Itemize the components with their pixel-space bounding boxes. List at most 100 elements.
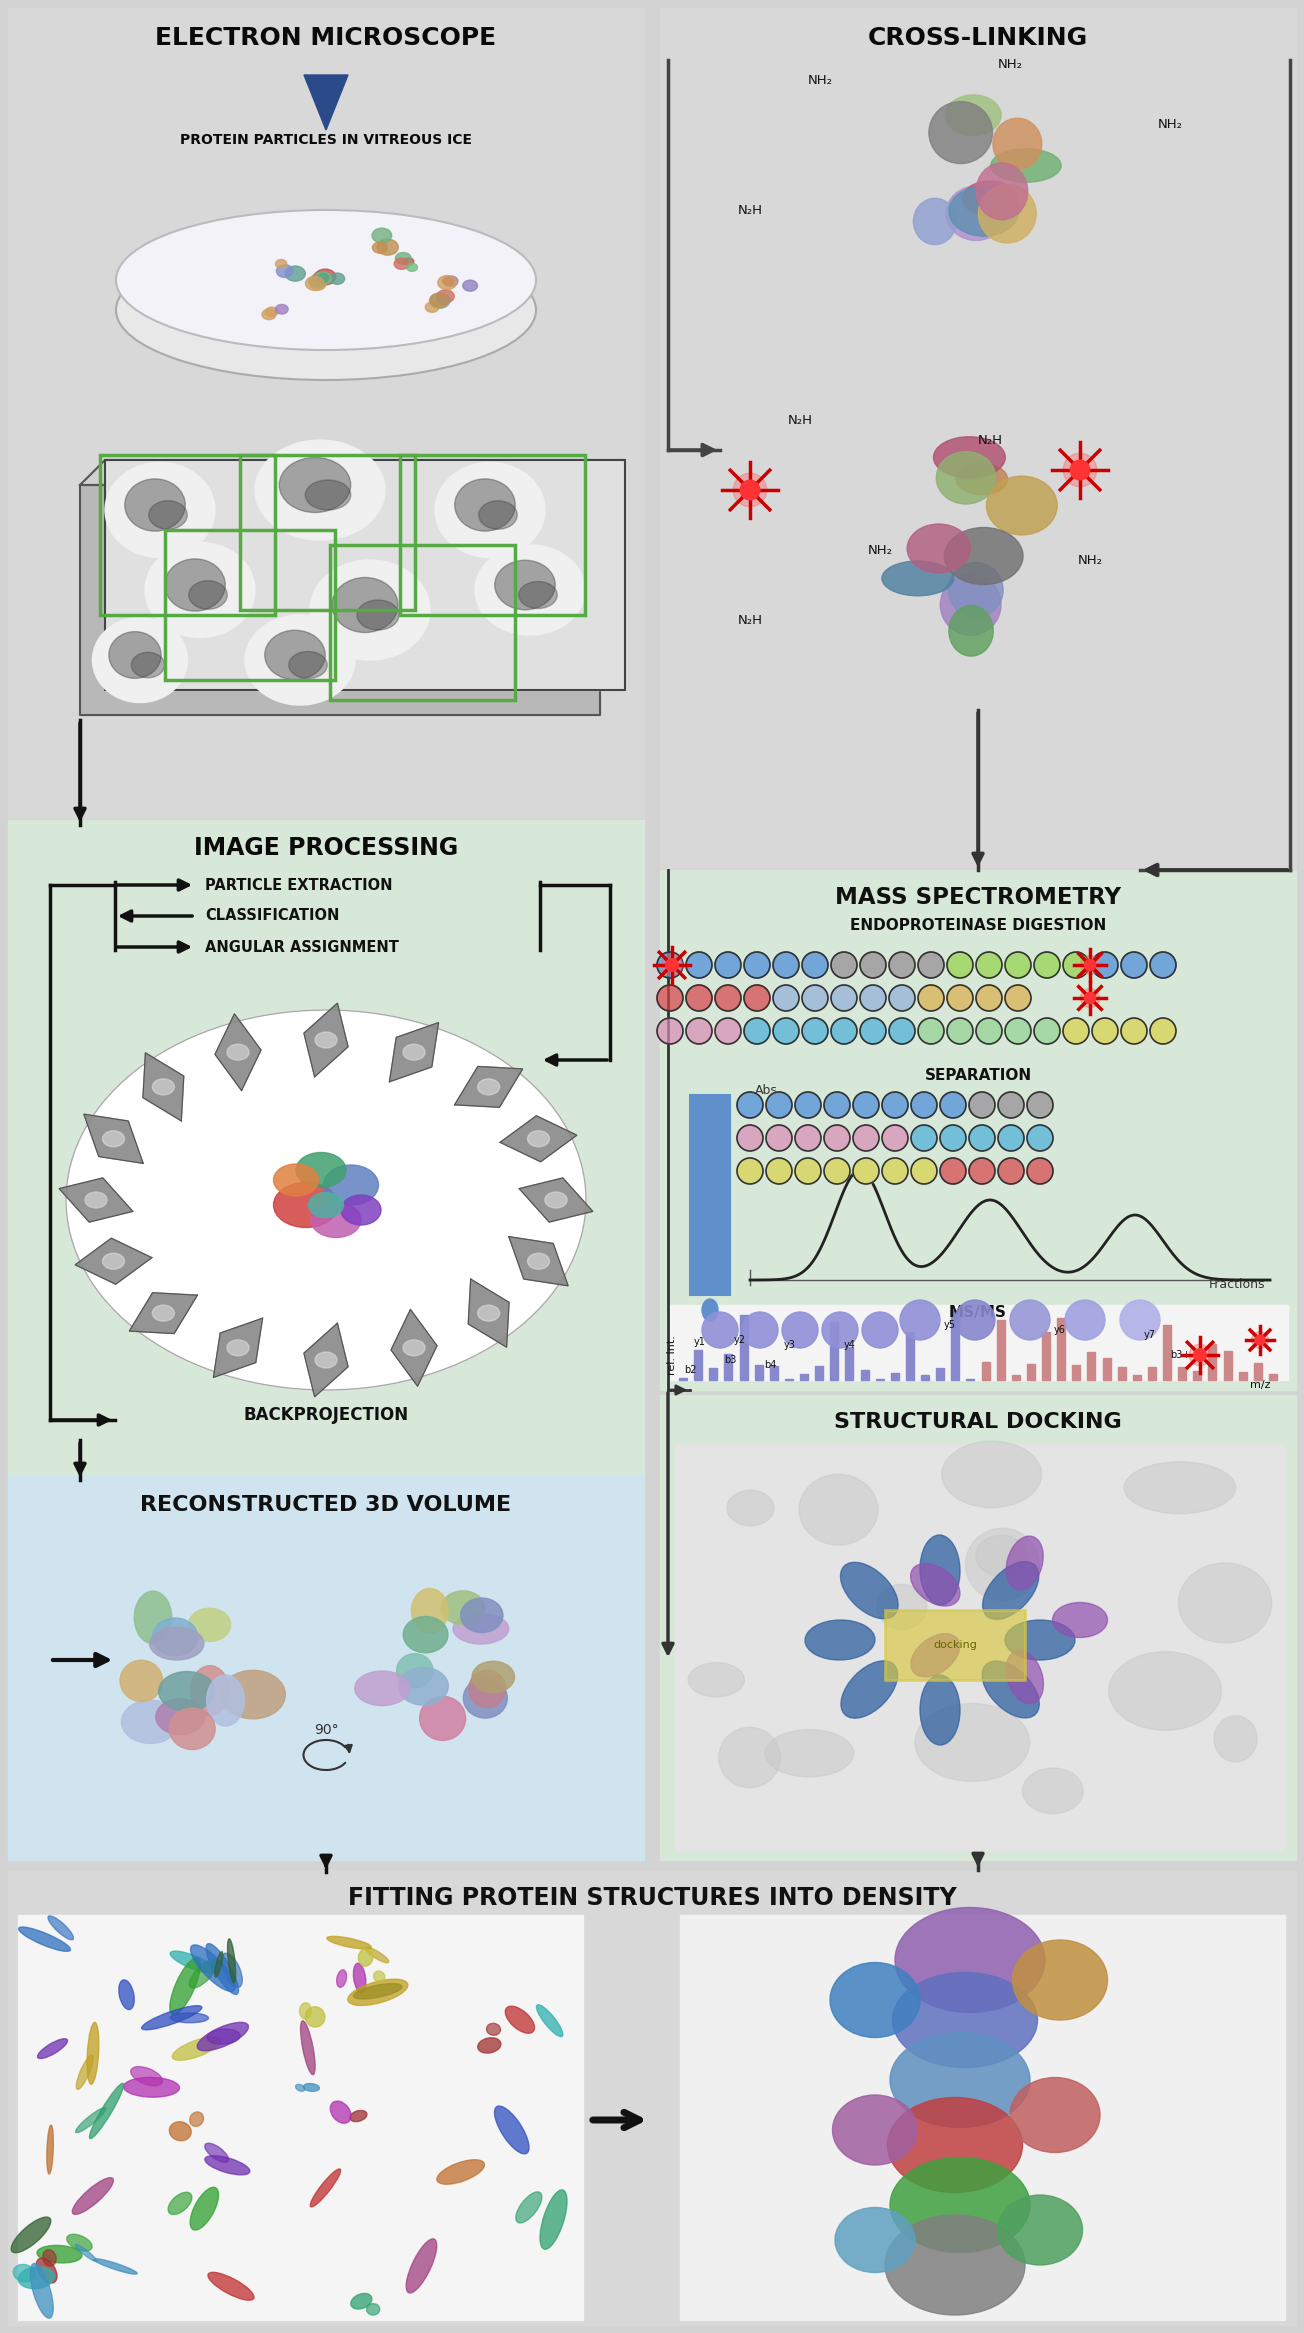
Circle shape <box>802 985 828 1010</box>
Ellipse shape <box>477 2037 501 2053</box>
Ellipse shape <box>948 562 1003 618</box>
Bar <box>8 1871 1296 2326</box>
Circle shape <box>975 985 1001 1010</box>
Circle shape <box>765 1125 792 1150</box>
Text: STRUCTURAL DOCKING: STRUCTURAL DOCKING <box>835 1411 1121 1432</box>
Circle shape <box>940 1092 966 1118</box>
Ellipse shape <box>832 2095 918 2165</box>
Ellipse shape <box>189 581 227 609</box>
Ellipse shape <box>403 1617 449 1652</box>
Circle shape <box>657 1017 683 1043</box>
Circle shape <box>882 1157 908 1185</box>
Polygon shape <box>80 460 625 485</box>
Ellipse shape <box>1005 1619 1074 1661</box>
Bar <box>1012 1374 1020 1381</box>
Bar <box>660 7 1296 868</box>
Ellipse shape <box>442 278 454 285</box>
Circle shape <box>1005 985 1031 1010</box>
Text: N₂H: N₂H <box>738 614 763 628</box>
Circle shape <box>1034 1017 1060 1043</box>
Ellipse shape <box>164 560 226 611</box>
Ellipse shape <box>941 1442 1042 1507</box>
Ellipse shape <box>189 1607 231 1642</box>
Ellipse shape <box>452 1614 509 1645</box>
Bar <box>1223 1351 1231 1381</box>
Ellipse shape <box>245 616 355 705</box>
Bar <box>1103 1358 1111 1381</box>
Ellipse shape <box>425 301 439 313</box>
Ellipse shape <box>170 1950 216 1974</box>
Ellipse shape <box>85 1192 107 1208</box>
Bar <box>936 1367 944 1381</box>
Ellipse shape <box>799 1474 878 1544</box>
Circle shape <box>765 1157 792 1185</box>
Ellipse shape <box>76 2107 106 2132</box>
Circle shape <box>737 1157 763 1185</box>
Ellipse shape <box>841 1563 898 1619</box>
Ellipse shape <box>437 296 450 306</box>
Circle shape <box>911 1157 938 1185</box>
Bar <box>906 1332 914 1381</box>
Circle shape <box>998 1092 1024 1118</box>
Ellipse shape <box>477 1078 499 1094</box>
Circle shape <box>882 1157 908 1185</box>
Bar <box>1209 1344 1217 1381</box>
Bar <box>1179 1367 1187 1381</box>
Ellipse shape <box>928 103 992 163</box>
Ellipse shape <box>206 1943 239 1995</box>
Circle shape <box>889 952 915 978</box>
Ellipse shape <box>940 574 1001 635</box>
Circle shape <box>831 1017 857 1043</box>
Ellipse shape <box>442 1591 485 1624</box>
Ellipse shape <box>18 2268 55 2289</box>
Ellipse shape <box>274 1183 339 1227</box>
Ellipse shape <box>266 308 278 317</box>
Circle shape <box>795 1125 822 1150</box>
Ellipse shape <box>406 2240 437 2293</box>
Circle shape <box>1028 1157 1054 1185</box>
Circle shape <box>657 952 683 978</box>
Circle shape <box>940 1157 966 1185</box>
Bar <box>725 1353 733 1381</box>
Circle shape <box>1028 1092 1054 1118</box>
Bar <box>660 1395 1296 1859</box>
Text: y6: y6 <box>1054 1325 1065 1334</box>
Circle shape <box>1028 1157 1054 1185</box>
Circle shape <box>831 952 857 978</box>
Text: N₂H: N₂H <box>978 434 1003 446</box>
Circle shape <box>745 1017 769 1043</box>
Bar <box>815 1367 823 1381</box>
Ellipse shape <box>357 600 399 630</box>
Ellipse shape <box>172 2037 220 2060</box>
Ellipse shape <box>982 1661 1039 1717</box>
Text: MASS SPECTROMETRY: MASS SPECTROMETRY <box>835 887 1121 908</box>
Circle shape <box>773 1017 799 1043</box>
Ellipse shape <box>437 2160 485 2184</box>
Ellipse shape <box>77 2055 94 2090</box>
Bar <box>952 1311 960 1381</box>
Ellipse shape <box>305 2006 325 2027</box>
Circle shape <box>824 1092 850 1118</box>
Circle shape <box>765 1157 792 1185</box>
Circle shape <box>661 954 683 975</box>
Ellipse shape <box>463 280 477 292</box>
Ellipse shape <box>445 275 458 287</box>
Ellipse shape <box>227 1939 236 1983</box>
Polygon shape <box>519 1178 593 1222</box>
Ellipse shape <box>262 310 276 320</box>
Ellipse shape <box>962 182 1017 217</box>
Ellipse shape <box>921 1535 960 1605</box>
Ellipse shape <box>220 1670 286 1719</box>
Circle shape <box>911 1092 938 1118</box>
Ellipse shape <box>528 1253 549 1269</box>
Ellipse shape <box>910 1563 960 1605</box>
Ellipse shape <box>463 1677 507 1717</box>
Ellipse shape <box>276 264 293 278</box>
Ellipse shape <box>494 560 556 609</box>
Ellipse shape <box>38 2039 68 2058</box>
Text: NH₂: NH₂ <box>998 58 1022 72</box>
Circle shape <box>1254 1334 1265 1344</box>
Circle shape <box>1150 952 1176 978</box>
Circle shape <box>1034 952 1060 978</box>
Ellipse shape <box>18 1927 70 1950</box>
